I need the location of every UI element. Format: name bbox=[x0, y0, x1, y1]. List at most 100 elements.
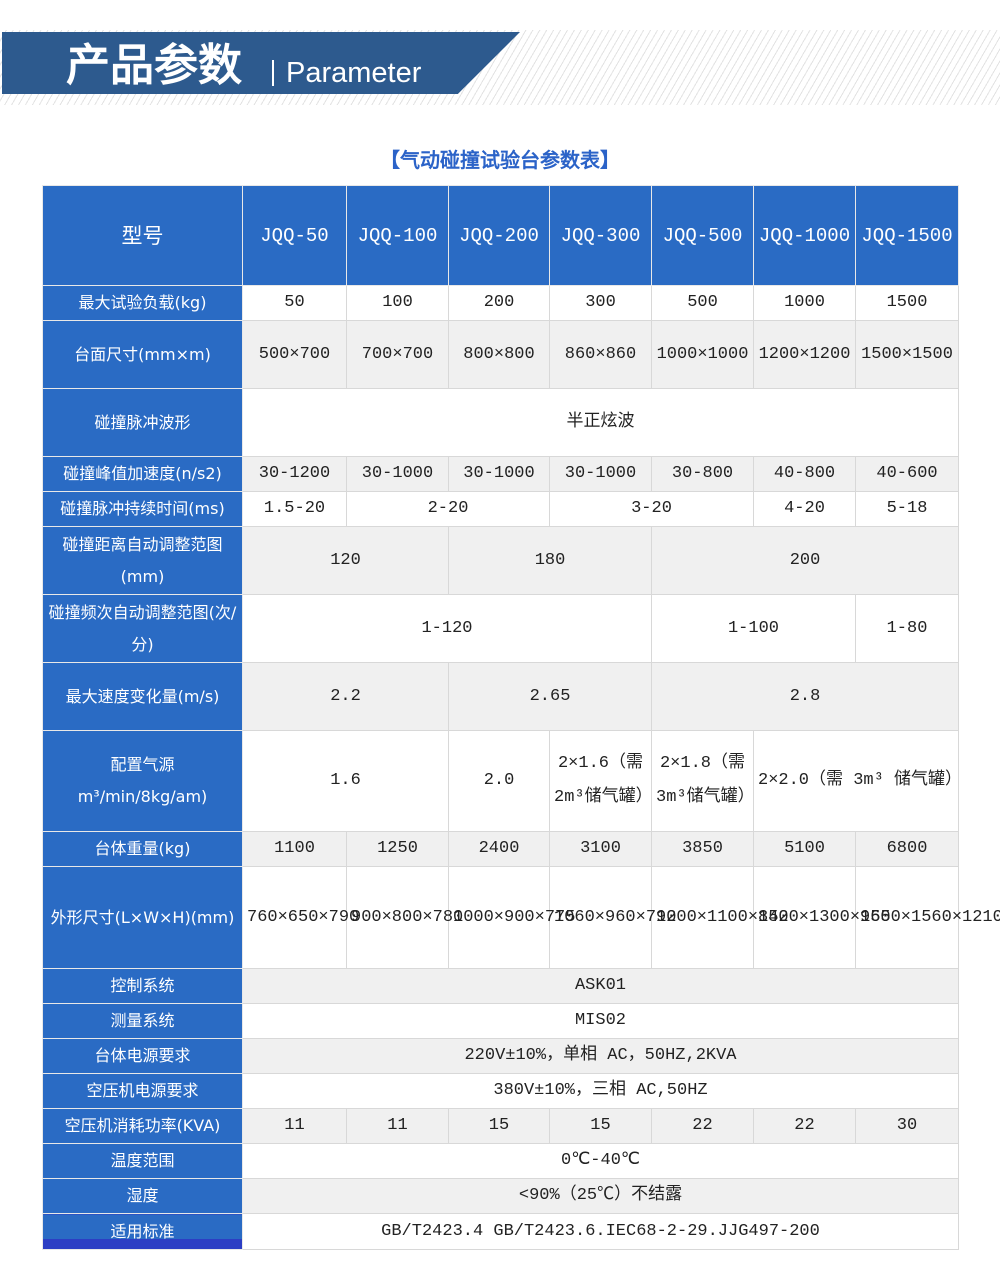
row-label: 测量系统 bbox=[42, 1003, 243, 1039]
table-cell: MIS02 bbox=[242, 1003, 959, 1039]
table-cell: 11 bbox=[346, 1108, 449, 1144]
table-cell: 1500 bbox=[855, 285, 959, 321]
row-label: 温度范围 bbox=[42, 1143, 243, 1179]
table-row: 空压机消耗功率(KVA) 11 11 15 15 22 22 30 bbox=[42, 1108, 959, 1144]
table-cell: 2×1.6（需 2m³储气罐） bbox=[549, 730, 653, 832]
table-row: 最大速度变化量(m/s) 2.2 2.65 2.8 bbox=[42, 662, 959, 731]
row-label: 湿度 bbox=[42, 1178, 243, 1214]
table-row: 台体重量(kg) 1100 1250 2400 3100 3850 5100 6800 bbox=[42, 831, 959, 867]
table-cell: 2×1.8（需 3m³储气罐） bbox=[651, 730, 755, 832]
row-label: 碰撞频次自动调整范图(次/分) bbox=[42, 594, 243, 663]
table-cell: 30-800 bbox=[651, 456, 754, 492]
table-cell: 1000 bbox=[753, 285, 856, 321]
row-label: 空压机电源要求 bbox=[42, 1073, 243, 1109]
header-row: 型号 JQQ-50 JQQ-100 JQQ-200 JQQ-300 JQQ-500 JQQ-… bbox=[42, 185, 959, 286]
table-row: 湿度 <90%（25℃）不结露 bbox=[42, 1178, 959, 1214]
table-cell: 1000×900×775 bbox=[448, 866, 575, 969]
table-cell: GB/T2423.4 GB/T2423.6.IEC68-2-29.JJG497-… bbox=[242, 1213, 959, 1250]
table-cell: 11 bbox=[242, 1108, 347, 1144]
model-header: JQQ-300 bbox=[549, 185, 652, 286]
table-cell: 2.65 bbox=[448, 662, 652, 731]
table-cell: 2.2 bbox=[242, 662, 449, 731]
table-cell: 15 bbox=[549, 1108, 652, 1144]
table-cell: 1.6 bbox=[242, 730, 449, 832]
row-label: 台体电源要求 bbox=[42, 1038, 243, 1074]
banner-subtitle: Parameter bbox=[286, 57, 422, 89]
table-cell: 380V±10%，三相 AC,50HZ bbox=[242, 1073, 959, 1109]
table-cell: 3-20 bbox=[549, 491, 754, 527]
row-label: 碰撞脉冲波形 bbox=[42, 388, 243, 457]
model-header: JQQ-1000 bbox=[753, 185, 856, 286]
table-cell: 2.0 bbox=[448, 730, 550, 832]
model-header: JQQ-1500 bbox=[855, 185, 959, 286]
row-label: 空压机消耗功率(KVA) bbox=[42, 1108, 243, 1144]
table-cell: 半正炫波 bbox=[242, 388, 959, 457]
row-label: 最大速度变化量(m/s) bbox=[42, 662, 243, 731]
table-cell: 3100 bbox=[549, 831, 652, 867]
table-cell: 0℃-40℃ bbox=[242, 1143, 959, 1179]
table-row: 最大试验负载(kg) 50 100 200 300 500 1000 1500 bbox=[42, 285, 959, 321]
table-row: 台体电源要求 220V±10%，单相 AC，50HZ,2KVA bbox=[42, 1038, 959, 1074]
table-cell: 2-20 bbox=[346, 491, 550, 527]
table-row: 适用标准 GB/T2423.4 GB/T2423.6.IEC68-2-29.JJG… bbox=[42, 1213, 959, 1250]
row-label: 控制系统 bbox=[42, 968, 243, 1004]
table-row: 配置气源 m³/min/8kg/am) 1.6 2.0 2×1.6（需 2m³储气罐）… bbox=[42, 730, 962, 832]
row-label: 最大试验负载(kg) bbox=[42, 285, 243, 321]
row-label: 外形尺寸(L×W×H)(mm) bbox=[42, 866, 243, 969]
table-row: 台面尺寸(mm×m) 500×700 700×700 800×800 860×860 10… bbox=[42, 320, 959, 389]
table-cell: 5-18 bbox=[855, 491, 959, 527]
table-cell: 1-80 bbox=[855, 594, 959, 663]
table-cell: 800×800 bbox=[448, 320, 550, 389]
table-cell: 1500×1500 bbox=[855, 320, 959, 389]
table-cell: 1.5-20 bbox=[242, 491, 347, 527]
table-row: 碰撞脉冲持续时间(ms) 1.5-20 2-20 3-20 4-20 5-18 bbox=[42, 491, 959, 527]
table-cell: 1650×1560×1210 bbox=[855, 866, 1000, 969]
table-cell: 900×800×780 bbox=[346, 866, 463, 969]
table-cell: 1000×1000 bbox=[651, 320, 754, 389]
table-cell: 6800 bbox=[855, 831, 959, 867]
banner bbox=[2, 32, 520, 94]
table-cell: 30-1200 bbox=[242, 456, 347, 492]
row-label: 台体重量(kg) bbox=[42, 831, 243, 867]
table-row: 温度范围 0℃-40℃ bbox=[42, 1143, 959, 1179]
table-cell: 1-100 bbox=[651, 594, 856, 663]
model-header: JQQ-200 bbox=[448, 185, 550, 286]
table-cell: 30-1000 bbox=[346, 456, 449, 492]
table-row: 碰撞频次自动调整范图(次/分) 1-120 1-100 1-80 bbox=[42, 594, 959, 663]
table-cell: 2×2.0（需 3m³ 储气罐） bbox=[753, 730, 962, 832]
table-cell: 760×650×790 bbox=[242, 866, 359, 969]
table-cell: 1060×960×790 bbox=[549, 866, 676, 969]
table-cell: 3850 bbox=[651, 831, 754, 867]
row-label: 碰撞峰值加速度(n/s2) bbox=[42, 456, 243, 492]
parameter-table: 型号 JQQ-50 JQQ-100 JQQ-200 JQQ-300 JQQ-500 JQQ-… bbox=[42, 185, 1000, 1250]
model-header: JQQ-100 bbox=[346, 185, 449, 286]
model-header: JQQ-50 bbox=[242, 185, 347, 286]
table-cell: 1420×1300×950 bbox=[753, 866, 891, 969]
table-cell: 15 bbox=[448, 1108, 550, 1144]
table-cell: 500×700 bbox=[242, 320, 347, 389]
row-label: 适用标准 bbox=[42, 1213, 243, 1250]
table-row: 测量系统 MIS02 bbox=[42, 1003, 959, 1039]
table-cell: 50 bbox=[242, 285, 347, 321]
table-row: 碰撞峰值加速度(n/s2) 30-1200 30-1000 30-1000 30-100… bbox=[42, 456, 959, 492]
table-cell: ASK01 bbox=[242, 968, 959, 1004]
table-cell: 2.8 bbox=[651, 662, 959, 731]
table-cell: 1200×1200 bbox=[753, 320, 856, 389]
table-cell: 700×700 bbox=[346, 320, 449, 389]
table-row: 空压机电源要求 380V±10%，三相 AC,50HZ bbox=[42, 1073, 959, 1109]
table-cell: 30 bbox=[855, 1108, 959, 1144]
table-row: 碰撞脉冲波形 半正炫波 bbox=[42, 388, 959, 457]
table-cell: 22 bbox=[753, 1108, 856, 1144]
model-header: JQQ-500 bbox=[651, 185, 754, 286]
table-cell: 120 bbox=[242, 526, 449, 595]
row-label: 台面尺寸(mm×m) bbox=[42, 320, 243, 389]
table-cell: 40-600 bbox=[855, 456, 959, 492]
header-label: 型号 bbox=[42, 185, 243, 286]
table-cell: 220V±10%，单相 AC，50HZ,2KVA bbox=[242, 1038, 959, 1074]
table-cell: 1-120 bbox=[242, 594, 652, 663]
banner-divider bbox=[272, 60, 274, 86]
table-row: 外形尺寸(L×W×H)(mm) 760×650×790 900×800×780 100… bbox=[42, 866, 1000, 969]
row-label: 碰撞距离自动调整范图(mm) bbox=[42, 526, 243, 595]
table-title: 【气动碰撞试验台参数表】 bbox=[380, 148, 620, 172]
table-cell: 300 bbox=[549, 285, 652, 321]
